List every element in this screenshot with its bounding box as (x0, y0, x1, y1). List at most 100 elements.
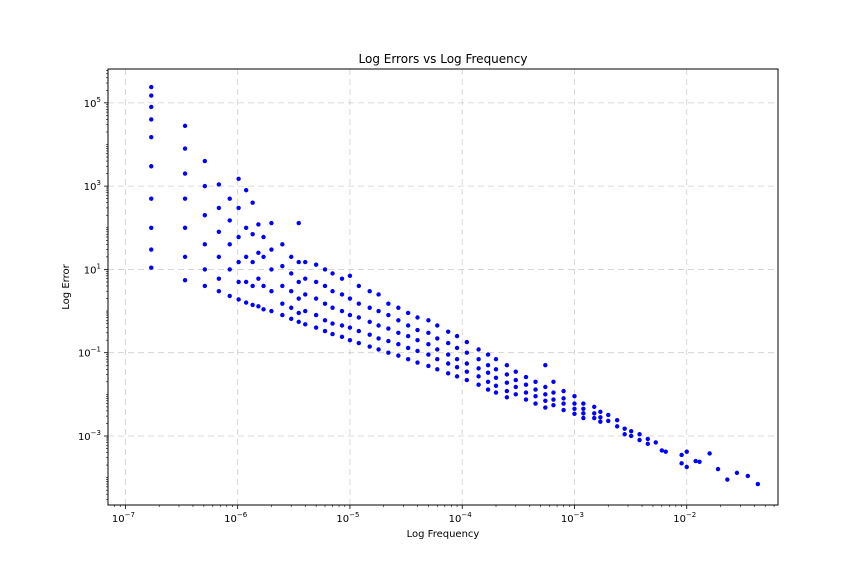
data-point (504, 380, 510, 385)
y-tick-base: 10 (78, 432, 91, 443)
data-point (347, 337, 353, 343)
data-point (485, 370, 491, 375)
x-tick-base: 10 (673, 514, 686, 525)
data-point (445, 352, 451, 357)
data-point (261, 254, 266, 260)
data-point (476, 347, 481, 352)
data-point (376, 336, 381, 341)
y-tick-label: 105 (84, 96, 101, 110)
data-point (149, 247, 154, 252)
data-point (367, 344, 372, 349)
data-point (628, 429, 634, 434)
data-point (243, 279, 249, 285)
data-point (493, 390, 499, 395)
data-point (715, 466, 721, 472)
data-point (415, 337, 420, 343)
data-point (149, 265, 154, 270)
data-point (598, 415, 603, 420)
data-point (202, 183, 208, 189)
data-point (637, 437, 642, 443)
data-point (476, 356, 481, 362)
data-point (149, 117, 154, 122)
data-point (261, 234, 266, 240)
data-point (256, 304, 261, 309)
y-tick-label: 10−3 (78, 429, 101, 443)
data-point (513, 369, 518, 374)
data-point (533, 387, 538, 392)
data-point (330, 271, 335, 276)
data-point (182, 123, 188, 129)
data-point (339, 276, 345, 281)
data-point (227, 293, 232, 299)
data-point (485, 363, 491, 368)
data-point (296, 259, 301, 265)
data-point (572, 406, 577, 411)
data-point (216, 229, 222, 235)
data-point (396, 330, 401, 336)
data-point (476, 382, 481, 387)
data-point (149, 134, 154, 140)
data-point (243, 254, 249, 260)
data-point (236, 234, 241, 240)
data-point (269, 267, 274, 272)
x-tick-base: 10 (561, 514, 574, 525)
data-point (322, 267, 328, 272)
y-tick-base: 10 (78, 349, 91, 360)
data-point (149, 104, 154, 110)
data-point (435, 323, 440, 328)
data-point (725, 477, 730, 482)
x-tick-exponent: −6 (237, 511, 248, 519)
data-point (289, 305, 294, 310)
data-point (250, 259, 255, 265)
data-point (415, 315, 420, 320)
data-point (445, 329, 451, 334)
x-tick-base: 10 (449, 514, 462, 525)
data-point (504, 395, 510, 400)
data-point (289, 254, 294, 260)
data-point (149, 93, 154, 98)
data-point (415, 327, 420, 333)
data-point (330, 321, 335, 326)
data-point (313, 296, 319, 301)
data-point (356, 283, 362, 289)
data-point (435, 356, 440, 362)
data-point (303, 276, 308, 281)
y-tick-base: 10 (84, 265, 97, 276)
data-point (581, 401, 586, 406)
y-tick-base: 10 (84, 182, 97, 193)
y-tick-exponent: −3 (91, 429, 101, 437)
data-point (572, 411, 577, 417)
data-point (322, 301, 328, 306)
x-tick-label: 10−4 (449, 511, 473, 525)
data-point (755, 481, 761, 487)
data-point (296, 220, 301, 226)
x-tick-label: 10−6 (224, 511, 248, 525)
data-point (182, 146, 188, 151)
data-point (339, 292, 345, 297)
data-point (476, 366, 481, 371)
data-point (182, 196, 188, 201)
data-point (367, 305, 372, 310)
data-point (256, 250, 261, 256)
data-point (347, 312, 353, 318)
x-tick-label: 10−2 (673, 511, 696, 525)
data-point (581, 415, 586, 421)
data-point (454, 345, 460, 351)
data-point (256, 222, 261, 227)
data-point (386, 326, 391, 331)
data-point (396, 353, 401, 358)
data-point (523, 397, 529, 402)
data-point (289, 271, 294, 276)
data-point (289, 316, 294, 322)
data-point (202, 283, 208, 289)
data-point (269, 288, 274, 294)
y-tick-label: 103 (84, 179, 101, 193)
data-point (216, 205, 222, 211)
data-point (533, 401, 538, 406)
data-point (581, 411, 586, 416)
data-point (386, 301, 391, 306)
data-point (679, 461, 684, 466)
data-point (663, 449, 668, 454)
data-point (347, 273, 353, 279)
